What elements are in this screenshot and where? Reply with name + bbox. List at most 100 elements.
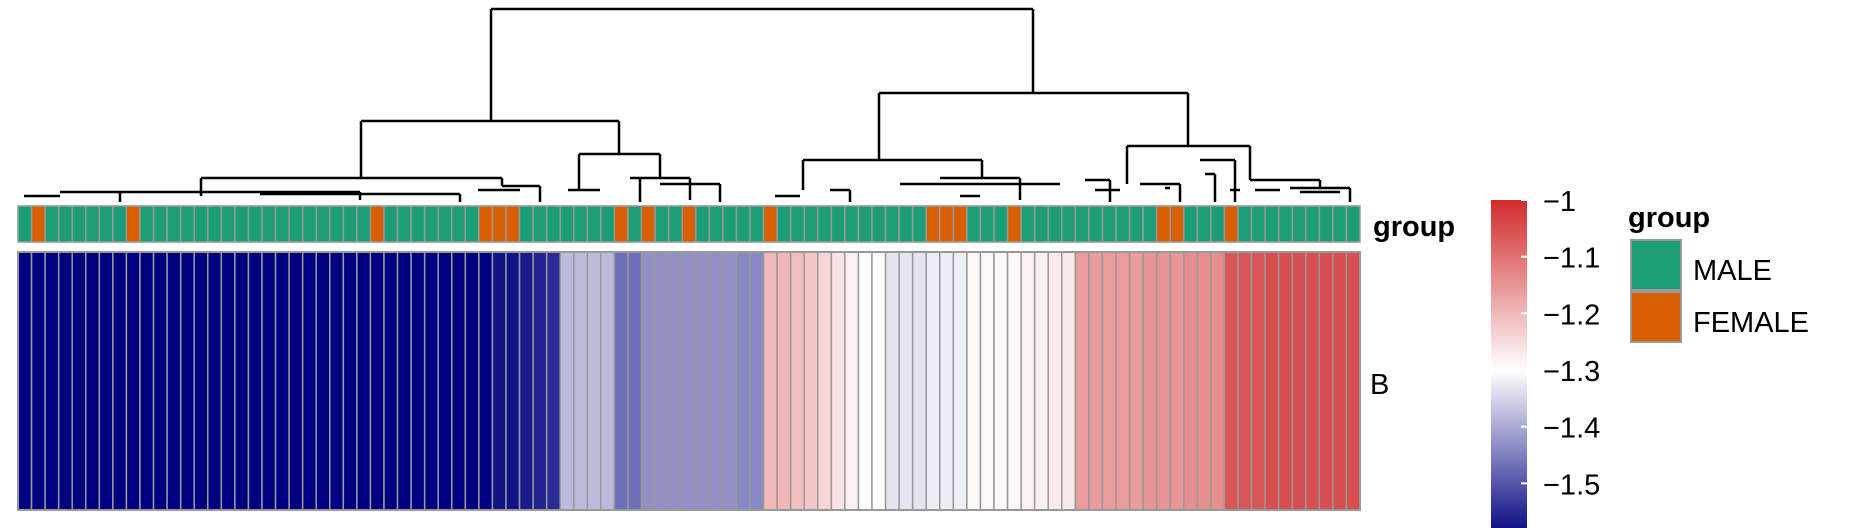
annotation-cell <box>1074 205 1090 243</box>
annotation-cell <box>586 205 602 243</box>
annotation-cell <box>1088 205 1104 243</box>
column-dendrogram <box>24 7 1352 202</box>
heatmap-cell <box>735 251 751 511</box>
heatmap-cell <box>152 251 168 511</box>
heatmap-cell <box>30 251 46 511</box>
legend-title: group <box>1628 202 1710 234</box>
heatmap-cell <box>939 251 955 511</box>
annotation-cell <box>179 205 195 243</box>
heatmap-cell <box>1115 251 1131 511</box>
heatmap-cell <box>451 251 467 511</box>
annotation-cell <box>1345 205 1361 243</box>
group-annotation-track <box>17 205 1361 243</box>
annotation-cell <box>1033 205 1049 243</box>
heatmap-cell <box>627 251 643 511</box>
heatmap-cell <box>1101 251 1117 511</box>
annotation-cell <box>1128 205 1144 243</box>
annotation-cell <box>735 205 751 243</box>
annotation-cell <box>613 205 629 243</box>
annotation-cell <box>681 205 697 243</box>
heatmap-cell <box>274 251 290 511</box>
heatmap-cell <box>125 251 141 511</box>
heatmap-cell <box>803 251 819 511</box>
heatmap-cell <box>817 251 833 511</box>
annotation-cell <box>545 205 561 243</box>
heatmap-cell <box>640 251 656 511</box>
annotation-cell <box>1237 205 1253 243</box>
heatmap-cell <box>1088 251 1104 511</box>
heatmap-cell <box>234 251 250 511</box>
annotation-cell <box>1183 205 1199 243</box>
annotation-cell <box>369 205 385 243</box>
heatmap-cell <box>993 251 1009 511</box>
annotation-cell <box>85 205 101 243</box>
annotation-cell <box>667 205 683 243</box>
heatmap-cell <box>518 251 534 511</box>
heatmap-cell <box>139 251 155 511</box>
annotation-cell <box>789 205 805 243</box>
heatmap-cell <box>1332 251 1348 511</box>
heatmap-cell <box>681 251 697 511</box>
annotation-cell <box>30 205 46 243</box>
heatmap-cell <box>1318 251 1334 511</box>
heatmap-cell <box>71 251 87 511</box>
annotation-cell <box>125 205 141 243</box>
annotation-cell <box>17 205 33 243</box>
heatmap-cell <box>166 251 182 511</box>
heatmap-cell <box>545 251 561 511</box>
heatmap-cell <box>112 251 128 511</box>
annotation-cell <box>884 205 900 243</box>
heatmap-body <box>17 251 1361 511</box>
heatmap-cell <box>1264 251 1280 511</box>
heatmap-cell <box>573 251 589 511</box>
annotation-cell <box>234 205 250 243</box>
heatmap-cell <box>423 251 439 511</box>
annotation-cell <box>1210 205 1226 243</box>
annotation-cell <box>423 205 439 243</box>
heatmap-cell <box>220 251 236 511</box>
annotation-cell <box>898 205 914 243</box>
annotation-cell <box>559 205 575 243</box>
heatmap-cell <box>288 251 304 511</box>
annotation-cell <box>654 205 670 243</box>
heatmap-cell <box>857 251 873 511</box>
heatmap-border <box>17 251 1361 511</box>
annotation-cell <box>396 205 412 243</box>
heatmap-cell <box>329 251 345 511</box>
heatmap-cell <box>1291 251 1307 511</box>
annotation-cell <box>247 205 263 243</box>
annotation-cell <box>356 205 372 243</box>
annotation-cell <box>925 205 941 243</box>
heatmap-cell <box>247 251 263 511</box>
heatmap-cell <box>559 251 575 511</box>
legend-swatch-male <box>1630 239 1682 291</box>
annotation-cell <box>1223 205 1239 243</box>
annotation-cell <box>1318 205 1334 243</box>
colorbar-tick-label: −1.5 <box>1543 469 1600 501</box>
annotation-name-label: group <box>1373 211 1455 243</box>
heatmap-cell <box>478 251 494 511</box>
annotation-cell <box>464 205 480 243</box>
annotation-cell <box>1291 205 1307 243</box>
heatmap-cell <box>464 251 480 511</box>
heatmap-cell <box>1196 251 1212 511</box>
heatmap-cell <box>789 251 805 511</box>
heatmap-cell <box>85 251 101 511</box>
annotation-cell <box>640 205 656 243</box>
heatmap-cell <box>1128 251 1144 511</box>
heatmap-cell <box>925 251 941 511</box>
heatmap-cell <box>383 251 399 511</box>
annotation-cell <box>803 205 819 243</box>
colorbar-tick-label: −1.6 <box>1543 526 1600 528</box>
legend-label-male: MALE <box>1693 255 1772 287</box>
annotation-cell <box>491 205 507 243</box>
annotation-cell <box>708 205 724 243</box>
annotation-cell <box>966 205 982 243</box>
heatmap-cell <box>315 251 331 511</box>
annotation-cell <box>57 205 73 243</box>
annotation-cell <box>722 205 738 243</box>
annotation-cell <box>573 205 589 243</box>
colorbar-axis: −1 −1.1 −1.2 −1.3 −1.4 −1.5 −1.6 <box>1521 186 1600 528</box>
heatmap-cell <box>1250 251 1266 511</box>
